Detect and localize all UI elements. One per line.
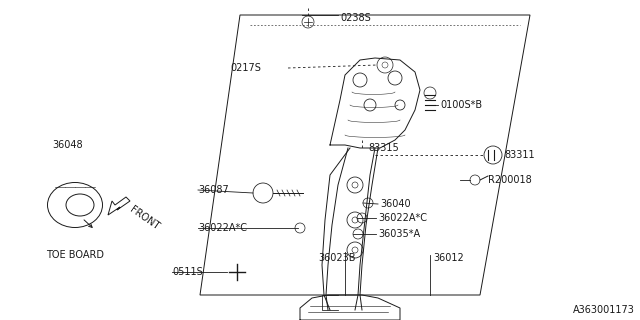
Text: R200018: R200018 — [488, 175, 532, 185]
Text: TOE BOARD: TOE BOARD — [46, 250, 104, 260]
Text: A363001173: A363001173 — [573, 305, 635, 315]
Text: 36040: 36040 — [380, 199, 411, 209]
Text: 0511S: 0511S — [172, 267, 203, 277]
Text: 36023B: 36023B — [318, 253, 355, 263]
Text: 36022A*C: 36022A*C — [198, 223, 247, 233]
Text: 36087: 36087 — [198, 185, 228, 195]
Text: 36035*A: 36035*A — [378, 229, 420, 239]
Text: 83315: 83315 — [368, 143, 399, 153]
Text: 36012: 36012 — [433, 253, 464, 263]
Text: 0100S*B: 0100S*B — [440, 100, 482, 110]
Text: 36022A*C: 36022A*C — [378, 213, 427, 223]
Text: 0238S: 0238S — [340, 13, 371, 23]
Text: FRONT: FRONT — [128, 204, 161, 232]
Text: 0217S: 0217S — [230, 63, 261, 73]
Text: 83311: 83311 — [504, 150, 534, 160]
Text: 36048: 36048 — [52, 140, 83, 150]
